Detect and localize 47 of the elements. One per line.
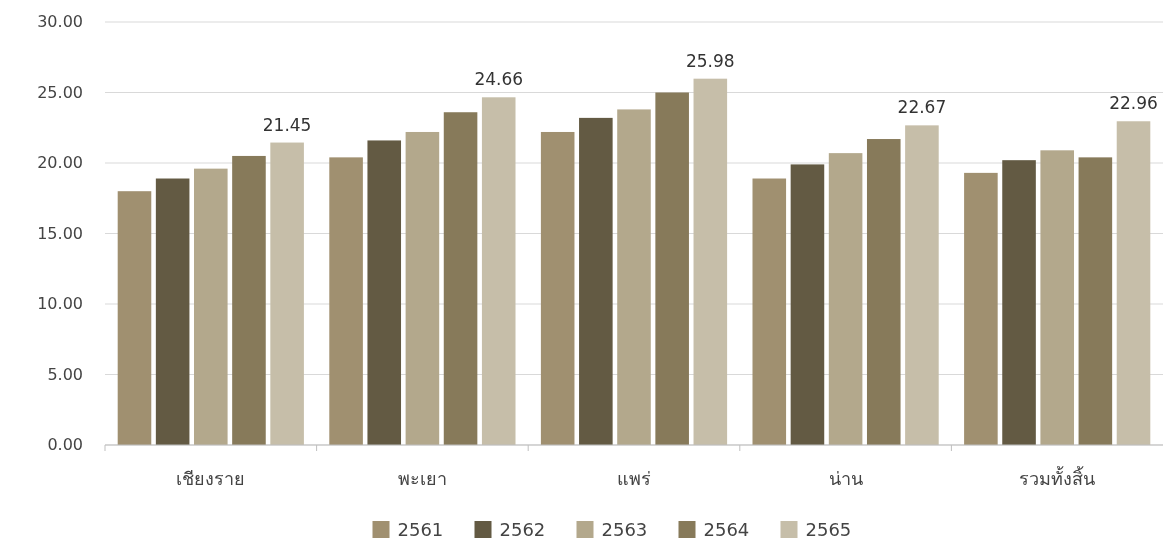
bar [693,78,728,445]
y-tick-label: 0.00 [47,435,83,454]
bar [443,112,478,445]
data-label: 22.96 [1109,93,1158,114]
x-tick-label: แพร่ [617,468,651,489]
y-tick-label: 30.00 [37,12,83,31]
y-tick-label: 25.00 [37,82,83,102]
x-tick-label: รวมทั้งสิ้น [1019,466,1096,489]
bar [905,125,939,445]
legend-label: 2561 [397,519,444,540]
x-tick-label: น่าน [828,468,863,489]
y-tick-label: 10.00 [37,294,83,313]
legend-label: 2562 [499,519,546,540]
bar [964,172,998,445]
y-tick-label: 20.00 [37,153,83,172]
bar [117,191,152,445]
bar [1078,157,1113,445]
x-tick-label: เชียงราย [176,468,246,489]
bar [579,117,613,445]
data-label: 24.66 [474,69,524,90]
bar [155,178,190,445]
bar [828,153,863,445]
bar [1002,160,1036,445]
bar [194,168,228,445]
y-tick-label: 5.00 [47,364,83,384]
data-label: 21.45 [262,114,312,135]
bar [617,109,651,445]
legend-label: 2563 [601,519,648,540]
x-tick-label: พะเยา [397,468,447,489]
bar [655,92,689,445]
bar [752,178,787,445]
data-label: 22.67 [897,97,947,118]
bar [367,140,402,445]
bar [790,164,825,445]
y-tick-label: 15.00 [37,223,83,243]
bar [866,139,901,445]
bar [405,131,440,445]
bar [1040,150,1074,445]
data-label: 25.98 [685,50,735,71]
bar [329,157,363,445]
bar [1116,121,1151,445]
legend-label: 2564 [703,519,750,540]
bar [481,97,516,445]
bar [540,131,575,445]
legend-label: 2565 [805,519,852,540]
bar [232,155,266,445]
bar [270,142,304,445]
